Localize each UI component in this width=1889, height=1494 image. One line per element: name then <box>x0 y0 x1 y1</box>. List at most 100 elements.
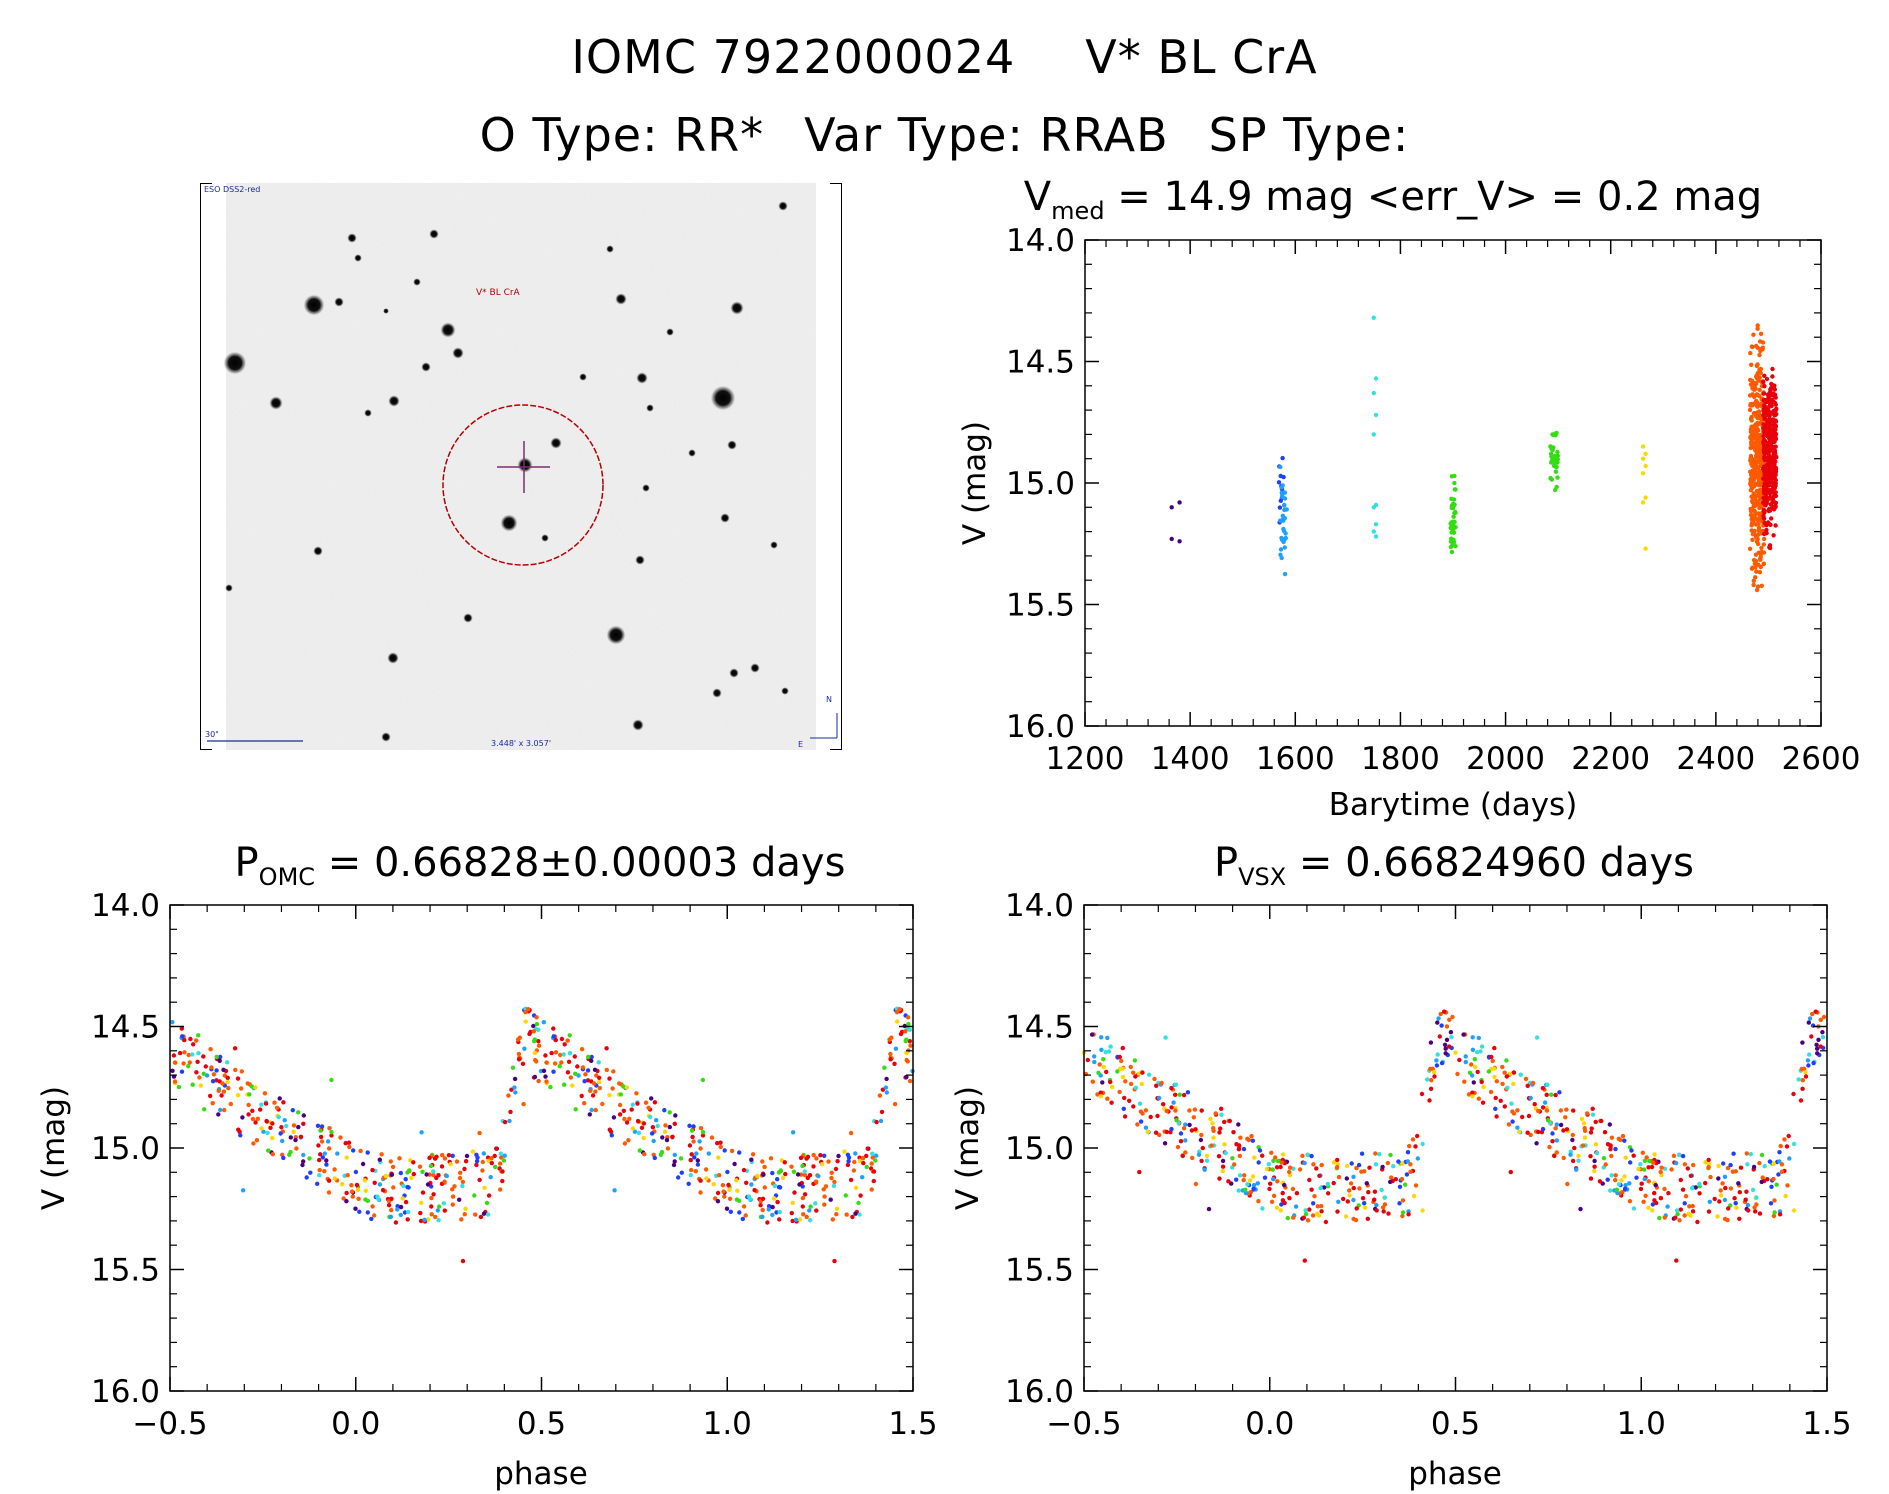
phase-point <box>541 1020 546 1025</box>
phase-point <box>1642 1167 1647 1172</box>
fold-omc-title-main: P <box>235 840 259 886</box>
phase-point <box>611 1115 617 1120</box>
phase-point <box>499 1155 504 1160</box>
phase-point <box>494 1146 499 1151</box>
field-star <box>347 233 357 243</box>
phase-point <box>1608 1188 1613 1193</box>
phase-point <box>1178 1139 1184 1144</box>
phase-point <box>353 1169 359 1175</box>
phase-point <box>735 1188 740 1193</box>
phase-point <box>716 1155 721 1160</box>
lightcurve-point <box>1282 571 1288 577</box>
phase-point <box>1256 1160 1261 1165</box>
lightcurve-point <box>1549 446 1555 451</box>
phase-point <box>1381 1209 1386 1214</box>
phase-point <box>458 1170 463 1176</box>
phase-point <box>848 1177 854 1183</box>
phase-point <box>1690 1203 1695 1209</box>
x-tick-label: 1.0 <box>703 1406 752 1442</box>
phase-point <box>1570 1132 1576 1138</box>
phase-point <box>1627 1181 1632 1186</box>
finder-left-margin <box>200 183 226 750</box>
phase-point <box>258 1107 263 1112</box>
phase-point <box>884 1076 889 1082</box>
phase-point <box>1181 1126 1187 1131</box>
phase-point <box>434 1154 439 1160</box>
phase-point <box>195 1059 200 1065</box>
phase-point <box>1629 1148 1634 1153</box>
phase-point <box>1264 1166 1270 1172</box>
phase-point <box>536 1027 541 1033</box>
lightcurve-point <box>1276 480 1282 485</box>
lightcurve-point <box>1278 498 1284 503</box>
phase-point <box>370 1167 375 1173</box>
phase-point <box>790 1130 796 1135</box>
phase-point <box>1331 1160 1337 1165</box>
lightcurve-point <box>1758 458 1763 464</box>
phase-point <box>370 1204 375 1209</box>
phase-point <box>801 1212 806 1217</box>
phase-point <box>797 1182 802 1187</box>
phase-point <box>1359 1151 1365 1156</box>
phase-point <box>632 1129 638 1134</box>
phase-point <box>770 1170 775 1176</box>
phase-point <box>808 1204 813 1209</box>
fold-vsx-ylabel: V (mag) <box>950 1086 986 1210</box>
lightcurve-point <box>1749 362 1754 367</box>
phase-point <box>888 1051 893 1057</box>
phase-point <box>1492 1066 1497 1071</box>
phase-point <box>544 1079 549 1084</box>
phase-point <box>593 1089 598 1094</box>
phase-point <box>749 1157 754 1162</box>
phase-point <box>181 1061 186 1066</box>
phase-point <box>1444 1037 1450 1043</box>
lightcurve-point <box>1371 529 1377 534</box>
phase-point <box>1744 1189 1749 1194</box>
fold-vsx-frame <box>1083 904 1828 1392</box>
phase-point <box>1498 1098 1503 1104</box>
phase-point <box>172 1079 178 1084</box>
phase-point <box>826 1159 831 1164</box>
lightcurve-point <box>1769 397 1775 402</box>
phase-point <box>1237 1173 1243 1178</box>
phase-point <box>1622 1174 1627 1179</box>
phase-point <box>1290 1186 1296 1192</box>
field-star <box>730 301 744 315</box>
phase-point <box>1510 1119 1515 1124</box>
phase-point <box>1550 1131 1555 1136</box>
phase-point <box>548 1084 553 1090</box>
phase-point <box>391 1185 396 1190</box>
lightcurve-point <box>1748 512 1754 518</box>
phase-point <box>426 1217 431 1222</box>
phase-point <box>1282 1200 1287 1206</box>
lightcurve-point <box>1749 475 1755 480</box>
lightcurve-point <box>1750 458 1755 463</box>
phase-point <box>232 1046 238 1051</box>
phase-point <box>1536 1129 1541 1135</box>
phase-point <box>1243 1187 1248 1192</box>
phase-point <box>405 1217 410 1222</box>
phase-point <box>1627 1199 1633 1204</box>
phase-point <box>1380 1164 1385 1170</box>
lightcurve-point <box>1773 402 1778 407</box>
phase-point <box>372 1213 377 1218</box>
lightcurve-point <box>1449 549 1455 555</box>
phase-point <box>1554 1122 1560 1127</box>
phase-point <box>319 1124 325 1129</box>
phase-point <box>1331 1180 1336 1186</box>
phase-point <box>1677 1218 1682 1223</box>
phase-point <box>1614 1187 1620 1192</box>
lightcurve-point <box>1766 404 1772 410</box>
lightcurve-point <box>1755 323 1760 328</box>
phase-point <box>335 1151 340 1156</box>
phase-point <box>907 1027 912 1033</box>
phase-point <box>816 1173 821 1179</box>
phase-point <box>440 1152 445 1158</box>
phase-point <box>1169 1085 1174 1091</box>
phase-point <box>1563 1115 1568 1120</box>
phase-point <box>1131 1070 1136 1075</box>
phase-point <box>689 1152 694 1157</box>
lightcurve-point <box>1750 494 1756 499</box>
phase-point <box>276 1114 281 1120</box>
lightcurve-point <box>1756 517 1762 522</box>
